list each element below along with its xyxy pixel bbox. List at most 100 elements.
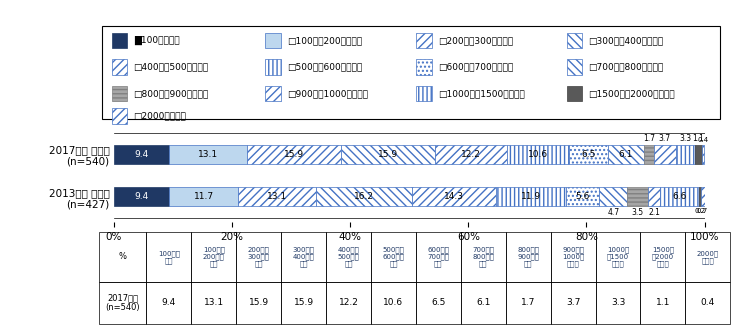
Text: 300万～
400万円
未満: 300万～ 400万円 未満 [293, 247, 315, 267]
Text: 1000万
～1500
万円未: 1000万 ～1500 万円未 [607, 247, 629, 267]
Text: 14.3: 14.3 [444, 192, 464, 201]
Text: 11.7: 11.7 [194, 192, 214, 201]
Bar [676, 145, 695, 164]
Text: 12.2: 12.2 [338, 298, 358, 307]
Text: 4.7: 4.7 [607, 208, 619, 217]
Text: 11.9: 11.9 [521, 192, 541, 201]
Text: 0.4: 0.4 [701, 298, 715, 307]
Bar [112, 33, 127, 48]
Bar [416, 282, 461, 324]
Text: 15.9: 15.9 [249, 298, 269, 307]
Text: □1500万～2000万円未満: □1500万～2000万円未満 [589, 89, 675, 98]
Bar [567, 33, 582, 48]
Text: 1.7: 1.7 [643, 134, 655, 143]
Bar [567, 187, 600, 206]
Text: 6.6: 6.6 [672, 192, 687, 201]
Text: 15.9: 15.9 [283, 150, 304, 159]
Bar [695, 145, 702, 164]
Text: □500万～600万円未満: □500万～600万円未満 [287, 62, 363, 72]
Bar [112, 86, 127, 101]
Text: □900万～1000万円未満: □900万～1000万円未満 [287, 89, 368, 98]
Text: 5.6: 5.6 [575, 192, 590, 201]
Text: □2000万円以上: □2000万円以上 [134, 112, 186, 121]
Bar [412, 187, 496, 206]
Text: 13.1: 13.1 [267, 192, 287, 201]
Bar [570, 145, 608, 164]
Bar [371, 282, 416, 324]
Bar [702, 145, 704, 164]
Text: 500万～
600万円
未満: 500万～ 600万円 未満 [382, 247, 404, 267]
Bar [506, 232, 550, 282]
Text: 1.1: 1.1 [692, 134, 705, 143]
Bar [661, 187, 700, 206]
Bar [686, 282, 730, 324]
Bar [416, 33, 432, 48]
Bar [628, 187, 648, 206]
Text: □400万～500万円未満: □400万～500万円未満 [134, 62, 208, 72]
Bar [648, 187, 661, 206]
Text: 6.5: 6.5 [581, 150, 596, 159]
Text: 3.7: 3.7 [658, 134, 671, 143]
Bar [416, 232, 461, 282]
Text: □700万～800万円未満: □700万～800万円未満 [589, 62, 664, 72]
Bar [326, 232, 371, 282]
Bar [416, 86, 432, 101]
Text: 9.4: 9.4 [134, 150, 149, 159]
Text: 6.1: 6.1 [619, 150, 633, 159]
Text: 0.4: 0.4 [697, 137, 708, 143]
Bar [112, 108, 127, 124]
Text: 600万～
700万円
未満: 600万～ 700万円 未満 [427, 247, 449, 267]
Bar [146, 232, 192, 282]
Text: 2017年度
(n=540): 2017年度 (n=540) [106, 293, 140, 312]
Bar [341, 145, 435, 164]
Bar [114, 145, 170, 164]
Text: 12.2: 12.2 [461, 150, 481, 159]
Bar [281, 232, 326, 282]
Bar [239, 187, 316, 206]
Text: 0.2: 0.2 [694, 208, 705, 214]
Text: □800万～900万円未満: □800万～900万円未満 [134, 89, 209, 98]
Bar [461, 232, 506, 282]
Bar [114, 187, 170, 206]
Text: 9.4: 9.4 [161, 298, 176, 307]
Text: 1.7: 1.7 [521, 298, 535, 307]
Text: 100万～
200万円
未満: 100万～ 200万円 未満 [203, 247, 225, 267]
Bar [266, 33, 281, 48]
Bar [506, 145, 570, 164]
Bar [496, 187, 567, 206]
Text: 700万～
800万円
未満: 700万～ 800万円 未満 [472, 247, 494, 267]
Bar [281, 282, 326, 324]
Bar [371, 232, 416, 282]
Bar [600, 187, 628, 206]
Bar [641, 232, 686, 282]
Text: 1.1: 1.1 [655, 298, 670, 307]
Bar [644, 145, 654, 164]
Bar [550, 232, 595, 282]
Bar [192, 282, 236, 324]
Text: 15.9: 15.9 [377, 150, 398, 159]
Bar [266, 59, 281, 75]
Text: 3.7: 3.7 [566, 298, 581, 307]
Bar [316, 187, 412, 206]
Text: 1500万
～2000
万円未: 1500万 ～2000 万円未 [652, 247, 674, 267]
Text: 100万円
未満: 100万円 未満 [158, 250, 180, 264]
Text: □600万～700万円未満: □600万～700万円未満 [438, 62, 513, 72]
Text: 2000万
円以上: 2000万 円以上 [697, 250, 719, 264]
Text: 200万～
300万円
未満: 200万～ 300万円 未満 [247, 247, 269, 267]
Text: 400万～
500万円
未満: 400万～ 500万円 未満 [338, 247, 360, 267]
Bar [506, 282, 550, 324]
Text: 0.7: 0.7 [697, 208, 708, 214]
Bar [236, 282, 281, 324]
Bar [326, 282, 371, 324]
Text: 3.3: 3.3 [680, 134, 691, 143]
Text: □1000万～1500万円未満: □1000万～1500万円未満 [438, 89, 525, 98]
Text: 16.2: 16.2 [354, 192, 374, 201]
Bar [112, 59, 127, 75]
Bar [595, 282, 641, 324]
Text: 10.6: 10.6 [383, 298, 404, 307]
Text: 13.1: 13.1 [204, 298, 224, 307]
Text: □300万～400万円未満: □300万～400万円未満 [589, 36, 664, 45]
Text: %: % [119, 252, 127, 262]
Bar [461, 282, 506, 324]
Bar [550, 282, 595, 324]
